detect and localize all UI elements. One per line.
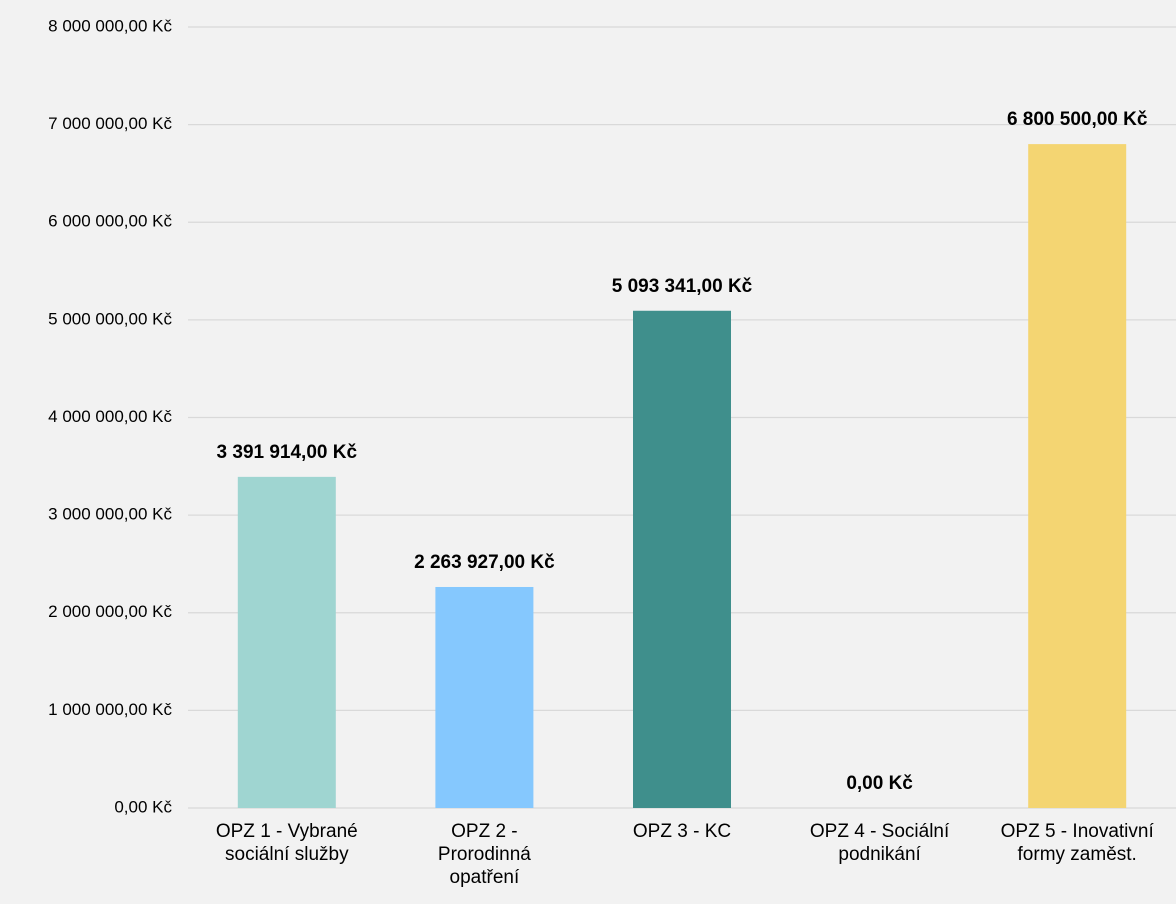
y-tick-label: 8 000 000,00 Kč [48, 16, 172, 35]
x-tick-label: OPZ 4 - Sociální podnikání [809, 821, 950, 865]
y-tick-label: 6 000 000,00 Kč [48, 212, 172, 231]
x-tick-label: OPZ 2 - Prorodinná opatření [437, 821, 531, 888]
y-tick-label: 4 000 000,00 Kč [48, 407, 172, 426]
data-label: 0,00 Kč [846, 773, 913, 794]
y-tick-label: 7 000 000,00 Kč [48, 114, 172, 133]
x-tick-label: OPZ 1 - Vybrané sociální služby [215, 821, 358, 865]
bar [633, 310, 731, 808]
bar [1028, 144, 1127, 808]
y-tick-label: 5 000 000,00 Kč [48, 309, 172, 328]
bar [237, 476, 336, 808]
y-tick-label: 1 000 000,00 Kč [48, 700, 172, 719]
y-tick-label: 2 000 000,00 Kč [48, 602, 172, 621]
data-label: 5 093 341,00 Kč [612, 276, 753, 297]
data-label: 6 800 500,00 Kč [1007, 109, 1148, 130]
x-tick-label: OPZ 5 - Inovativní formy zaměst. [1000, 821, 1154, 865]
y-tick-label: 0,00 Kč [114, 797, 172, 816]
y-tick-label: 3 000 000,00 Kč [48, 505, 172, 524]
data-label: 2 263 927,00 Kč [414, 552, 555, 573]
x-tick-label: OPZ 3 - KC [632, 821, 732, 842]
data-label: 3 391 914,00 Kč [217, 442, 358, 463]
bar [435, 586, 534, 808]
